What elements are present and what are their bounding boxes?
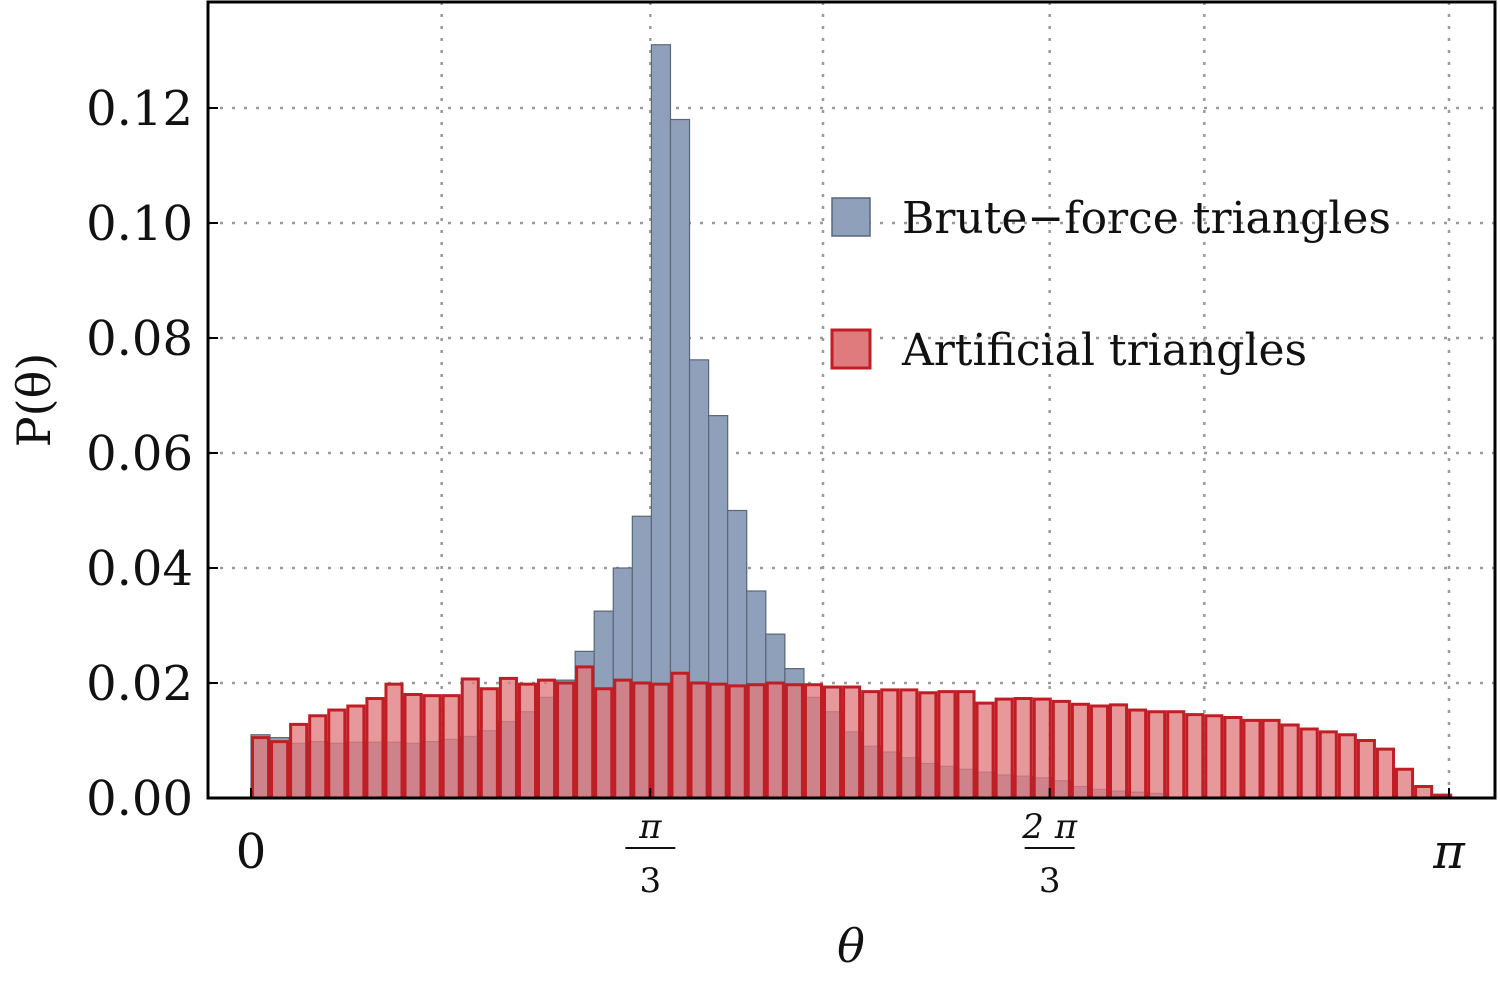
bar-artificial (899, 688, 919, 800)
bar-artificial (994, 697, 1014, 800)
bar-artificial (498, 676, 518, 800)
bar-artificial (441, 694, 461, 800)
bar-artificial (479, 687, 499, 800)
bar-artificial (270, 740, 290, 800)
bar-artificial (1089, 704, 1110, 800)
bar-artificial (1204, 714, 1224, 800)
x-axis-label: θ (837, 919, 865, 973)
bar-artificial (1013, 697, 1033, 800)
bar-artificial (651, 682, 671, 800)
bar-artificial (1280, 723, 1300, 800)
bar-artificial (918, 691, 938, 800)
x-tick-label: π (1432, 824, 1466, 880)
bar-artificial (1051, 699, 1071, 800)
bar-artificial (823, 685, 843, 800)
y-tick-label: 0.00 (86, 771, 193, 827)
bar-artificial (1299, 727, 1319, 800)
bar-artificial (556, 681, 576, 800)
bar-artificial (670, 671, 690, 800)
series-artificial (251, 665, 1453, 800)
bar-artificial (537, 678, 557, 800)
bar-artificial (861, 690, 881, 800)
bar-artificial (1261, 718, 1281, 800)
bar-artificial (1147, 710, 1167, 800)
bar-artificial (1223, 716, 1243, 800)
y-axis-ticks: 0.00 0.02 0.04 0.06 0.08 0.10 0.12 (86, 81, 218, 827)
bar-artificial (517, 682, 538, 800)
bar-artificial (422, 694, 442, 800)
histogram-bars (250, 44, 1453, 800)
bar-artificial (1070, 702, 1090, 800)
bar-artificial (1032, 697, 1052, 800)
bar-artificial (803, 683, 824, 800)
bar-artificial (746, 683, 766, 800)
bar-artificial (975, 701, 995, 800)
bar-artificial (594, 687, 614, 800)
bar-artificial (708, 682, 728, 800)
bar-artificial (937, 690, 957, 800)
x-axis-ticks: 0 π 3 2 π 3 π (236, 788, 1466, 901)
y-tick-label: 0.06 (86, 426, 193, 482)
bar-artificial (1185, 713, 1205, 800)
x-tick-label-denominator: 3 (640, 861, 662, 901)
x-tick-label-numerator: π (638, 807, 662, 847)
bar-artificial (727, 684, 747, 800)
y-tick-label: 0.02 (86, 656, 193, 712)
bar-artificial (613, 678, 633, 800)
bar-artificial (632, 681, 652, 800)
bar-artificial (327, 708, 347, 800)
y-tick-label: 0.08 (86, 311, 193, 367)
bar-artificial (689, 681, 709, 800)
grid-lines (208, 2, 1495, 798)
legend-swatch-brute-force (831, 197, 871, 237)
bar-artificial (880, 688, 900, 800)
bar-artificial (575, 665, 595, 800)
x-tick-label-denominator: 3 (1039, 861, 1061, 901)
x-tick-label-numerator: 2 π (1021, 807, 1077, 847)
bar-artificial (1128, 708, 1148, 800)
bar-artificial (842, 685, 862, 800)
legend: Brute−force triangles Artificial triangl… (830, 193, 1391, 376)
bar-artificial (308, 714, 328, 800)
bar-artificial (1356, 739, 1376, 800)
legend-label-brute-force: Brute−force triangles (902, 193, 1391, 244)
bar-artificial (346, 704, 366, 800)
bar-artificial (1166, 710, 1186, 800)
legend-swatch-artificial (830, 328, 872, 370)
legend-label-artificial: Artificial triangles (901, 325, 1307, 376)
y-axis-label: P(θ) (7, 353, 61, 448)
bar-artificial (289, 722, 309, 800)
bar-artificial (1337, 733, 1357, 800)
bar-artificial (1242, 718, 1262, 800)
bar-artificial (1109, 703, 1129, 800)
bar-artificial (784, 683, 804, 800)
bar-artificial (365, 697, 385, 800)
bar-artificial (956, 690, 976, 800)
bar-artificial (403, 693, 423, 800)
bar-artificial (460, 677, 480, 800)
bar-artificial (765, 681, 785, 800)
bar-artificial (1318, 730, 1338, 800)
y-tick-label: 0.04 (86, 541, 193, 597)
bar-artificial (251, 736, 271, 800)
bar-artificial (1375, 747, 1396, 800)
bar-artificial (384, 682, 404, 800)
y-tick-label: 0.12 (86, 81, 193, 137)
y-tick-label: 0.10 (86, 196, 193, 252)
bar-artificial (1395, 767, 1415, 800)
bar-artificial (1414, 785, 1434, 800)
x-tick-label: 0 (236, 824, 267, 880)
plot-frame (206, 0, 1497, 800)
